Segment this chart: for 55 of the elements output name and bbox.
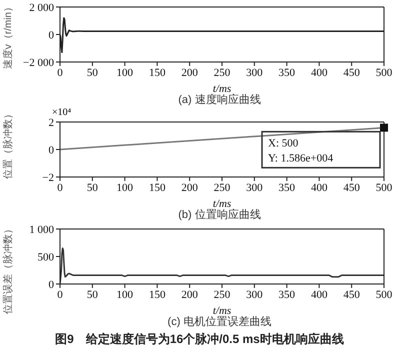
y-tick-label: −2 bbox=[42, 172, 54, 184]
text: ×10⁴ bbox=[52, 107, 72, 118]
x-tick-label: 500 bbox=[376, 182, 393, 194]
x-tick-label: 250 bbox=[214, 66, 231, 79]
x-tick-label: 200 bbox=[181, 182, 198, 194]
x-tick-label: 450 bbox=[343, 182, 360, 194]
y-tick-label: 2 000 bbox=[29, 2, 54, 14]
y-tick-label: 500 bbox=[38, 251, 54, 264]
text: (c) 电机位置误差曲线 bbox=[166, 315, 272, 329]
x-tick-label: 350 bbox=[278, 288, 296, 301]
y-tick-label: 0 bbox=[48, 278, 54, 291]
x-tick-label: 0 bbox=[57, 288, 64, 301]
x-tick-label: 300 bbox=[246, 182, 264, 194]
x-tick-label: 100 bbox=[116, 288, 134, 301]
y-tick-label: 0 bbox=[48, 144, 54, 156]
y-tick-label: 2 bbox=[48, 116, 54, 129]
x-tick-label: 50 bbox=[86, 288, 98, 301]
x-tick-label: 150 bbox=[148, 288, 166, 301]
x-tick-label: 150 bbox=[148, 182, 166, 194]
x-tick-label: 400 bbox=[310, 66, 328, 79]
x-tick-label: 50 bbox=[86, 182, 98, 194]
text: (a) 速度响应曲线 bbox=[177, 92, 262, 107]
x-tick-label: 0 bbox=[57, 182, 64, 194]
x-axis-title: t/ms bbox=[212, 83, 232, 95]
y-tick-label: −2 000 bbox=[23, 56, 54, 69]
x-tick-label: 150 bbox=[148, 66, 166, 79]
x-tick-label: 100 bbox=[116, 182, 134, 194]
x-tick-label: 350 bbox=[278, 66, 296, 79]
x-tick-label: 400 bbox=[310, 288, 328, 301]
x-tick-label: 400 bbox=[310, 182, 328, 194]
x-tick-label: 500 bbox=[376, 288, 393, 301]
text: (b) 位置响应曲线 bbox=[177, 208, 262, 222]
x-tick-label: 250 bbox=[214, 182, 231, 194]
x-axis-title: t/ms bbox=[212, 198, 232, 210]
y-axis-title: 速度v（r/min） bbox=[2, 2, 14, 70]
x-tick-label: 50 bbox=[86, 66, 98, 79]
x-axis-title: t/ms bbox=[212, 305, 232, 317]
y-tick-label: 1 000 bbox=[29, 224, 54, 236]
x-tick-label: 250 bbox=[214, 288, 231, 301]
x-tick-label: 300 bbox=[246, 288, 264, 301]
y-axis-title: 位置（脉冲数） bbox=[2, 109, 14, 179]
x-tick-label: 0 bbox=[57, 66, 64, 79]
x-tick-label: 200 bbox=[181, 66, 198, 79]
x-tick-label: 300 bbox=[246, 66, 264, 79]
annotation: Y: 1.586e+004 bbox=[268, 152, 334, 165]
x-tick-label: 100 bbox=[116, 66, 134, 79]
annotation: X: 500 bbox=[268, 138, 299, 150]
y-axis-title: 位置误差（脉冲数） bbox=[2, 224, 14, 314]
x-tick-label: 450 bbox=[343, 288, 360, 301]
x-tick-label: 500 bbox=[376, 66, 393, 79]
x-tick-label: 450 bbox=[343, 66, 360, 79]
caption: 图9 给定速度信号为16个脉冲/0.5 ms时电机响应曲线 bbox=[54, 331, 345, 348]
x-tick-label: 350 bbox=[278, 182, 296, 194]
y-tick-label: 0 bbox=[48, 29, 54, 42]
x-tick-label: 200 bbox=[181, 288, 198, 301]
